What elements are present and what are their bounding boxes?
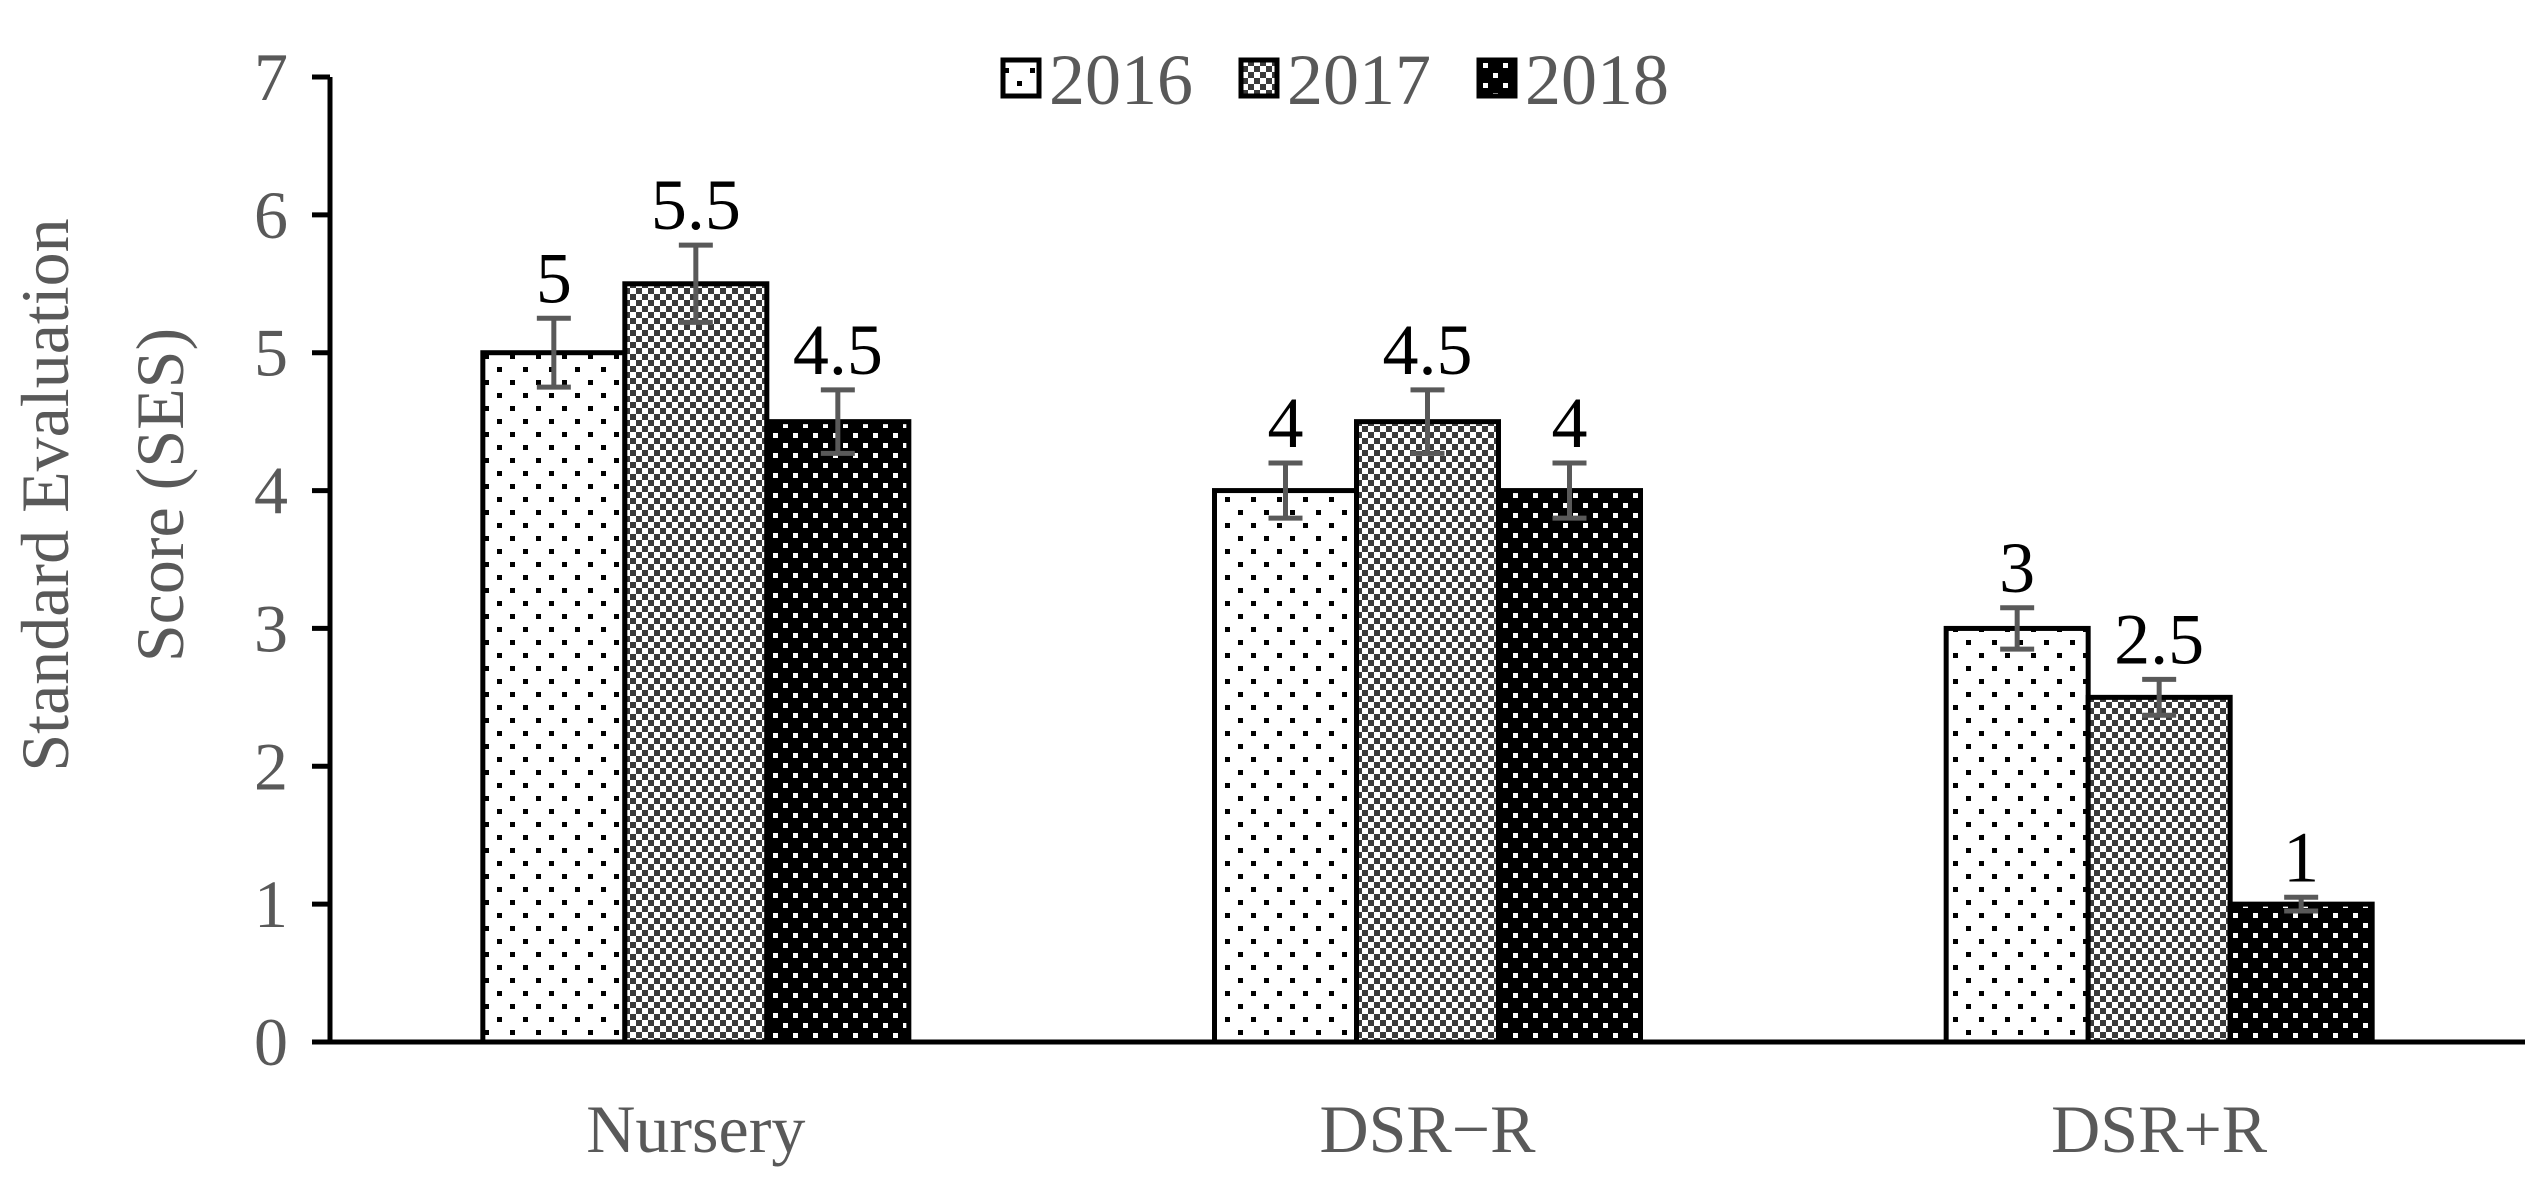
bar-2016-1 [480, 350, 628, 1045]
data-label: 4 [1552, 383, 1588, 463]
legend: 2016 2017 2018 [1000, 40, 1669, 120]
bar-2017-1 [622, 281, 770, 1045]
legend-item-2017: 2017 [1238, 40, 1431, 120]
bar-2016-3 [1943, 625, 2091, 1045]
legend-item-2018: 2018 [1476, 40, 1669, 120]
legend-label: 2016 [1049, 40, 1193, 120]
legend-swatch [1238, 57, 1280, 99]
x-tick-label: DSR−R [1320, 1091, 1537, 1167]
error-bar [820, 387, 855, 456]
bar-2017-3 [2085, 694, 2233, 1045]
bar-2018-3 [2227, 901, 2375, 1045]
y-tick-label: 3 [254, 590, 288, 666]
error-bar [1268, 460, 1303, 521]
legend-swatch [1000, 57, 1042, 99]
data-labels: 5 5.5 4.5 4 4.5 4 3 2.5 1 [536, 165, 2319, 897]
error-bar [536, 315, 571, 390]
bar-2016-2 [1212, 488, 1359, 1045]
y-tick-label: 4 [254, 453, 288, 529]
data-label: 2.5 [2114, 599, 2204, 679]
x-axis-labels: Nursery DSR−R DSR+R [586, 1091, 2267, 1167]
data-label: 5.5 [651, 165, 741, 245]
y-tick-label: 1 [254, 866, 288, 942]
error-bar [2142, 676, 2177, 718]
data-label: 4.5 [793, 310, 883, 390]
x-tick-label: DSR+R [2051, 1091, 2268, 1167]
bar-2018-2 [1496, 488, 1643, 1045]
y-axis-ticks: 0 1 2 3 4 5 6 7 [254, 39, 330, 1080]
y-axis-title-line-2: Score (SES) [122, 328, 198, 662]
bar-2018-1 [764, 419, 912, 1045]
y-axis-title-line-1: Standard Evaluation [7, 218, 83, 771]
legend-label: 2017 [1287, 40, 1431, 120]
x-tick-label: Nursery [586, 1091, 805, 1167]
error-bars [536, 242, 2319, 914]
error-bar [1552, 460, 1587, 521]
legend-swatch [1476, 57, 1518, 99]
bars [480, 281, 2375, 1045]
bar-2017-2 [1354, 419, 1501, 1045]
y-tick-label: 7 [254, 39, 288, 115]
error-bar [2284, 894, 2319, 914]
data-label: 5 [536, 238, 572, 318]
y-tick-label: 6 [254, 177, 288, 253]
data-label: 3 [1999, 528, 2035, 608]
y-tick-label: 2 [254, 728, 288, 804]
legend-item-2016: 2016 [1000, 40, 1193, 120]
legend-label: 2018 [1525, 40, 1669, 120]
error-bar [1410, 387, 1445, 456]
y-tick-label: 5 [254, 315, 288, 391]
data-label: 4.5 [1383, 310, 1473, 390]
y-tick-label: 0 [254, 1004, 288, 1080]
error-bar [678, 242, 713, 325]
error-bar [2000, 605, 2035, 652]
data-label: 1 [2283, 817, 2319, 897]
data-label: 4 [1268, 383, 1304, 463]
